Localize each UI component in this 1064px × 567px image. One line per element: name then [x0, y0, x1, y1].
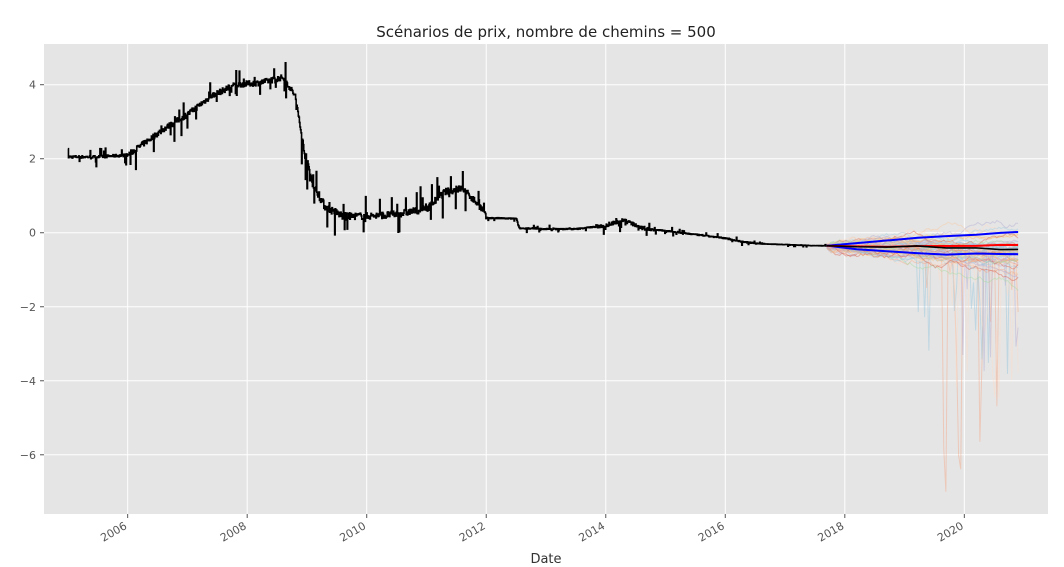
historical-price-line: [67, 62, 828, 248]
chart-title: Scénarios de prix, nombre de chemins = 5…: [376, 23, 716, 41]
scenario-path: [826, 239, 1019, 254]
scenario-path: [826, 221, 1019, 246]
y-tick-label: 2: [29, 153, 36, 166]
scenario-path: [826, 242, 1019, 253]
scenario-path: [826, 237, 1019, 262]
x-tick-label: 2006: [98, 519, 129, 544]
y-tick-label: −6: [20, 449, 36, 462]
scenario-path: [826, 244, 1019, 273]
scenario-path: [826, 245, 1019, 267]
scenario-path: [826, 238, 1019, 276]
y-tick-label: −4: [20, 375, 36, 388]
y-tick-label: 0: [29, 227, 36, 240]
x-tick-label: 2014: [577, 519, 608, 544]
y-tick-label: −2: [20, 301, 36, 314]
x-tick-label: 2010: [337, 519, 368, 544]
x-tick-label: 2016: [696, 519, 727, 544]
scenario-path: [826, 236, 1019, 253]
grid-lines: [44, 44, 1048, 514]
scenario-path: [826, 246, 1019, 263]
scenario-path: [826, 246, 1019, 492]
x-tick-label: 2018: [816, 519, 847, 544]
x-tick-label: 2012: [457, 519, 488, 544]
scenario-path: [826, 244, 1019, 269]
x-tick-label: 2008: [218, 519, 249, 544]
scenario-path: [826, 241, 1019, 291]
scenario-path: [826, 244, 1019, 279]
scenario-path: [826, 223, 1019, 245]
plot-area: [44, 44, 1048, 514]
scenario-path: [826, 246, 1019, 264]
scenario-path: [826, 233, 1019, 250]
y-tick-label: 4: [29, 79, 36, 92]
scenario-path: [826, 247, 1019, 277]
upper-band-line: [826, 231, 1019, 247]
series-lines: [67, 62, 1019, 256]
scenario-path: [826, 244, 1019, 263]
scenario-path: [826, 239, 1019, 265]
scenario-path: [826, 244, 1019, 264]
median-line: [826, 244, 1019, 251]
scenario-path: [826, 226, 1019, 246]
scenario-path: [826, 241, 1019, 262]
x-axis-label: Date: [530, 552, 561, 567]
scenario-path: [826, 234, 1019, 246]
lower-band-line: [826, 244, 1019, 256]
x-tick-label: 2020: [935, 519, 966, 544]
